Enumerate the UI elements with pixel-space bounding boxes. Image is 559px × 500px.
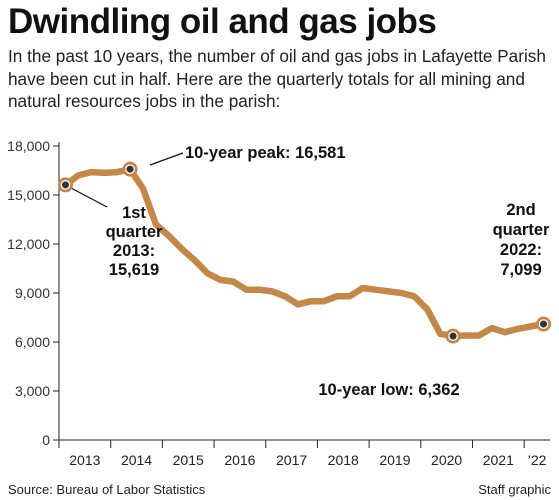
annotation-marker	[125, 164, 135, 175]
annotation-label: 10-year low: 6,362	[318, 381, 459, 399]
y-tick-label: 3,000	[15, 383, 50, 399]
y-tick-label: 12,000	[7, 236, 50, 252]
annotation-label: 15,619	[109, 261, 159, 279]
annotation-label: 1st	[122, 204, 146, 222]
x-tick-label: 2018	[328, 452, 359, 468]
annotation-marker	[448, 331, 458, 341]
x-tick-label: 2019	[379, 452, 410, 468]
x-axis: 2013 2014 2015 2016 2017 2018 2019 2020 2021 ’22	[58, 439, 550, 468]
y-tick-label: 15,000	[7, 187, 50, 203]
x-tick-label: 2015	[173, 452, 204, 468]
x-tick-label: 2021	[483, 452, 514, 468]
y-axis: 0 3,000 6,000 9,000 12,000 15,000 18,000	[7, 138, 60, 448]
x-tick-label: 2014	[121, 452, 152, 468]
annotation-label: 2013:	[113, 242, 155, 260]
annotation-leader-line	[70, 187, 108, 208]
annotation-leader-line	[149, 152, 184, 166]
annotation-label: 2022:	[500, 241, 542, 259]
annotation-label: 7,099	[500, 261, 541, 279]
chart-subtitle: In the past 10 years, the number of oil …	[8, 46, 546, 111]
annotations: 10-year peak: 16,5811stquarter2013:15,61…	[57, 144, 552, 399]
chart-title: Dwindling oil and gas jobs	[8, 2, 437, 41]
annotation-label: 2nd	[506, 201, 535, 219]
y-tick-label: 0	[42, 432, 50, 448]
y-tick-label: 18,000	[7, 138, 50, 154]
annotation-marker	[538, 319, 549, 329]
x-tick-label: 2016	[224, 452, 255, 468]
x-tick-label: ’22	[528, 452, 547, 468]
x-tick-label: 2017	[276, 452, 307, 468]
series-line-group	[62, 165, 547, 340]
annotation-label: quarter	[493, 221, 550, 239]
annotation-label: 10-year peak: 16,581	[185, 144, 346, 162]
source-note: Source: Bureau of Labor Statistics	[8, 482, 206, 497]
y-tick-label: 9,000	[15, 285, 50, 301]
annotation-marker	[60, 180, 71, 190]
annotation-label: quarter	[106, 223, 163, 241]
x-tick-label: 2020	[431, 452, 462, 468]
credit-note: Staff graphic	[478, 482, 551, 497]
x-tick-label: 2013	[69, 452, 100, 468]
y-tick-label: 6,000	[15, 334, 50, 350]
series-line	[62, 165, 547, 340]
